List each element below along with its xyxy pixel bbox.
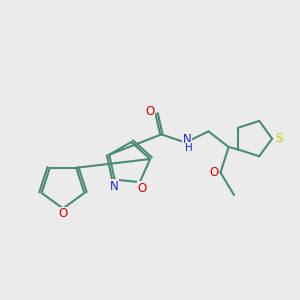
Text: H: H (185, 143, 193, 153)
Text: N: N (182, 133, 191, 146)
Text: N: N (110, 180, 118, 193)
Text: O: O (146, 105, 154, 119)
Text: O: O (209, 166, 218, 179)
Text: O: O (58, 207, 68, 220)
Text: O: O (138, 182, 147, 195)
Text: S: S (275, 132, 282, 145)
